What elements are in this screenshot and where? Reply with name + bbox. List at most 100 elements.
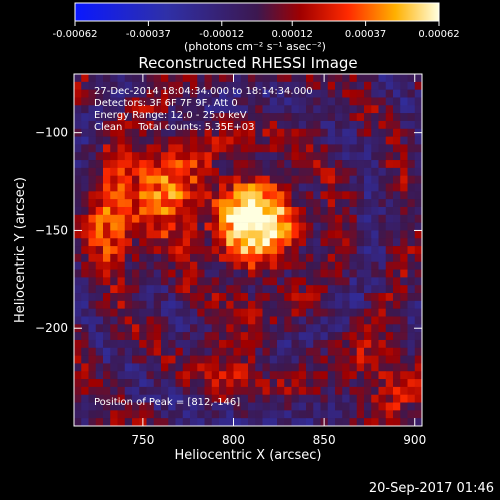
heatmap-cell xyxy=(95,191,104,200)
heatmap-cell xyxy=(219,238,227,247)
heatmap-cell xyxy=(277,402,285,411)
heatmap-cell xyxy=(182,379,191,388)
heatmap-cell xyxy=(335,199,343,208)
heatmap-cell xyxy=(356,222,365,231)
heatmap-cell xyxy=(277,332,285,341)
heatmap-cell xyxy=(182,105,191,114)
heatmap-cell xyxy=(306,253,314,263)
heatmap-cell xyxy=(110,167,118,176)
heatmap-cell xyxy=(81,128,89,137)
heatmap-cell xyxy=(219,120,227,130)
heatmap-cell xyxy=(393,347,401,356)
heatmap-cell xyxy=(313,246,321,255)
heatmap-cell xyxy=(88,230,97,239)
heatmap-cell xyxy=(385,363,394,372)
heatmap-cell xyxy=(182,214,191,223)
heatmap-cell xyxy=(132,81,140,90)
heatmap-cell xyxy=(190,105,198,114)
heatmap-cell xyxy=(88,128,97,137)
heatmap-cell xyxy=(371,230,379,239)
heatmap-cell xyxy=(103,144,111,153)
heatmap-cell xyxy=(371,105,379,114)
heatmap-cell xyxy=(327,160,336,169)
heatmap-cell xyxy=(226,261,234,270)
heatmap-cell xyxy=(255,261,263,270)
heatmap-cell xyxy=(197,402,205,411)
heatmap-cell xyxy=(356,167,365,176)
heatmap-cell xyxy=(284,269,292,278)
heatmap-cell xyxy=(313,285,321,294)
heatmap-cell xyxy=(400,113,408,122)
heatmap-cell xyxy=(132,386,140,396)
heatmap-cell xyxy=(182,152,191,161)
heatmap-cell xyxy=(277,339,285,349)
heatmap-cell xyxy=(117,379,126,388)
heatmap-cell xyxy=(124,113,133,122)
heatmap-cell xyxy=(182,308,191,317)
heatmap-cell xyxy=(197,363,205,372)
heatmap-cell xyxy=(371,144,379,153)
heatmap-cell xyxy=(335,261,343,270)
heatmap-cell xyxy=(88,324,97,333)
heatmap-cell xyxy=(400,120,408,130)
heatmap-cell xyxy=(81,120,89,130)
heatmap-cell xyxy=(190,113,198,122)
heatmap-cell xyxy=(378,175,387,184)
heatmap-cell xyxy=(342,386,350,396)
heatmap-cell xyxy=(182,191,191,200)
heatmap-cell xyxy=(117,214,126,223)
heatmap-cell xyxy=(313,339,321,349)
heatmap-cell xyxy=(248,324,256,333)
heatmap-cell xyxy=(349,347,358,356)
heatmap-cell xyxy=(95,199,104,208)
heatmap-cell xyxy=(95,81,104,90)
heatmap-cell xyxy=(103,394,111,403)
heatmap-cell xyxy=(414,81,422,90)
heatmap-cell xyxy=(291,285,300,294)
heatmap-cell xyxy=(190,120,198,130)
heatmap-cell xyxy=(400,277,408,286)
heatmap-cell xyxy=(313,238,321,247)
heatmap-cell xyxy=(335,324,343,333)
heatmap-cell xyxy=(371,97,379,106)
heatmap-cell xyxy=(255,120,263,130)
heatmap-cell xyxy=(349,394,358,403)
heatmap-cell xyxy=(233,97,242,106)
heatmap-cell xyxy=(175,300,184,309)
heatmap-cell xyxy=(197,355,205,364)
heatmap-cell xyxy=(262,113,271,122)
heatmap-cell xyxy=(291,386,300,396)
heatmap-cell xyxy=(414,293,422,302)
heatmap-cell xyxy=(320,128,329,137)
heatmap-cell xyxy=(385,394,394,403)
heatmap-cell xyxy=(342,183,350,192)
heatmap-cell xyxy=(327,402,336,411)
heatmap-cell xyxy=(153,191,162,200)
axis-ticks: 750 800 850 900−100−150−200 xyxy=(35,74,426,447)
heatmap-cell xyxy=(153,136,162,145)
heatmap-cell xyxy=(327,97,336,106)
heatmap-cell xyxy=(335,418,343,426)
heatmap-cell xyxy=(298,261,307,270)
heatmap-cell xyxy=(327,230,336,239)
heatmap-cell xyxy=(248,418,256,426)
heatmap-cell xyxy=(284,402,292,411)
heatmap-cell xyxy=(81,300,89,309)
heatmap-cell xyxy=(291,293,300,302)
heatmap-cell xyxy=(248,253,256,263)
heatmap-cell xyxy=(190,74,198,83)
heatmap-cell xyxy=(182,120,191,130)
heatmap-cell xyxy=(306,410,314,419)
heatmap-cell xyxy=(342,347,350,356)
heatmap-cell xyxy=(182,386,191,396)
heatmap-cell xyxy=(103,230,111,239)
heatmap-cell xyxy=(226,136,234,145)
heatmap-cell xyxy=(335,394,343,403)
heatmap-cell xyxy=(74,379,82,388)
heatmap-cell xyxy=(197,246,205,255)
heatmap-cell xyxy=(248,175,256,184)
heatmap-cell xyxy=(248,89,256,98)
heatmap-cell xyxy=(298,246,307,255)
heatmap-cell xyxy=(400,339,408,349)
heatmap-cell xyxy=(197,175,205,184)
